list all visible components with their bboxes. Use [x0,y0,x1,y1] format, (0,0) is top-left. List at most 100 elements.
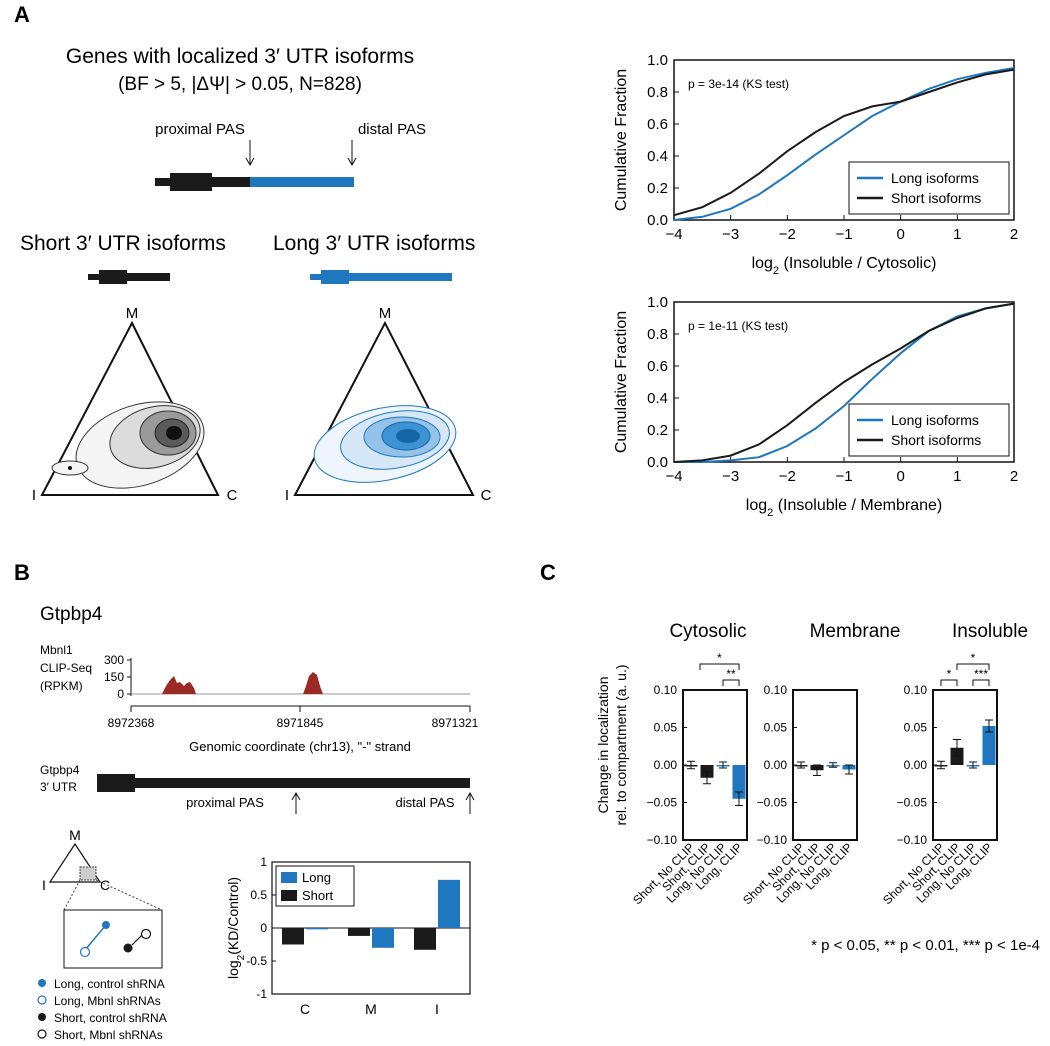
legend-label-long-mbnl: Long, Mbnl shRNAs [54,994,161,1008]
panel-b-legend: Long, control shRNA Long, Mbnl shRNAs Sh… [37,977,167,1042]
cdf-cyto-ytick-label-2: 0.4 [647,148,668,165]
c-ytick-label-membrane-1: 0.05 [764,721,788,735]
kd-ylabel: log2(KD/Control) [225,877,247,979]
coord-tick-label-1: 8972368 [108,716,155,730]
legend-label-short-mbnl: Short, Mbnl shRNAs [54,1028,163,1042]
panel-a-letter: A [14,2,30,27]
panel-c-ylabel-1: Change in localization [595,677,611,814]
cdf-cyto-xtick-label-3: −1 [835,226,852,243]
c-bar-insoluble-3 [982,726,996,765]
c-sig-cyto-2-label: ** [726,667,736,681]
legend-label-short-control: Short, control shRNA [54,1011,167,1025]
c-title-membrane: Membrane [810,621,901,642]
proximal-pas-label: proximal PAS [155,121,245,138]
legend-marker-short-mbnl [37,1029,47,1039]
kd-ytick-label-0: 1 [260,855,267,869]
cdf-memb-annotation: p = 1e-11 (KS test) [688,319,788,333]
cdf-cyto-legend-box [848,161,1010,215]
cdf-cyto-ytick-label-0: 0.0 [647,212,668,229]
clip-label-2: CLIP-Seq [40,661,92,675]
cdf-memb-xtick-label-3: −1 [835,468,852,485]
cdf-memb-xtick-label-0: −4 [665,468,682,485]
c-sig-cyto-1-label: * [717,651,722,665]
cdf-memb-line-long-isoforms [674,302,1015,463]
cdf-plot-cytosolic: 0.0 0.2 0.4 0.6 0.8 1.0 −4 −3 −2 −1 0 1 2 p = 3e-14 (… [613,52,1018,277]
ternary-plot-long [293,320,475,496]
kd-legend-swatch-long [281,872,297,883]
cdf-memb-xtick-label-6: 2 [1010,468,1018,485]
c-ytick-label-cytosolic-2: 0.00 [654,758,678,772]
distal-pas-arrowhead [347,157,357,167]
short-isoform-model [88,270,170,284]
utr-distal-arrowhead [465,791,475,801]
c-bar-cytosolic-3 [732,765,746,799]
legend-marker-long-mbnl [37,995,47,1005]
cdf-memb-legend-label-1: Short isoforms [891,432,981,448]
kd-bar-long-I [438,879,460,928]
cdf-memb-xlabel: log2 (Insoluble / Membrane) [746,497,942,519]
coord-tick-label-2: 8971845 [277,716,324,730]
c-ytick-label-insoluble-3: −0.05 [897,796,928,810]
kd-bar-chart: 1 0.5 0 -0.5 -1 C M I Long Short log2(KD/Control) [225,855,471,1017]
cdf-memb-line-short-isoforms [673,302,1015,463]
cdf-memb-ytick-label-2: 0.4 [647,390,668,407]
short-isoforms-label: Short 3′ UTR isoforms [20,232,226,255]
cdf-memb-ytick-label-0: 0.0 [647,454,668,471]
cdf-cyto-ytick-label-4: 0.8 [647,84,668,101]
c-ytick-label-cytosolic-4: −0.10 [647,833,678,847]
clip-peak-2 [303,672,323,694]
c-sig-insol-2 [956,663,990,670]
c-sig-insol-1 [940,679,958,686]
clip-peak-1 [162,676,196,694]
c-title-cytosolic: Cytosolic [669,621,746,642]
ternary-plot-short [40,320,220,496]
cdf-cyto-line-long-isoforms [673,67,1015,221]
cdf-memb-xtick-label-2: −2 [779,468,796,485]
c-ytick-label-membrane-0: 0.10 [764,683,788,697]
panel-c-ylabel-2: rel. to compartment (a. u.) [613,664,629,825]
ternary-long-c-label: C [481,487,492,504]
cdf-cyto-line-short-isoforms [673,68,1015,217]
kd-legend-label-long: Long [302,870,331,885]
c-ytick-label-insoluble-1: 0.05 [904,721,928,735]
utr-proximal-label: proximal PAS [186,795,264,810]
c-ytick-label-membrane-3: −0.05 [757,796,788,810]
kd-bar-short-M [348,928,370,936]
clip-label-3: (RPKM) [40,679,83,693]
cdf-cyto-xlabel: log2 (Insoluble / Cytosolic) [752,255,937,277]
cdf-cyto-xtick-label-1: −3 [722,226,739,243]
cdf-cyto-ytick-label-1: 0.2 [647,180,668,197]
utr-proximal-arrowhead [291,791,301,801]
c-sig-cyto-2 [722,679,740,686]
kd-ytick-label-3: -0.5 [246,954,267,968]
mini-ternary [48,842,163,911]
clip-label-1: Mbnl1 [40,643,73,657]
coord-tick-label-3: 8971321 [432,716,479,730]
distal-pas-label: distal PAS [358,121,426,138]
gene-model [155,173,354,191]
long-isoforms-label: Long 3′ UTR isoforms [273,232,475,255]
kd-legend-swatch-short [281,890,297,901]
cdf-memb-ytick-label-5: 1.0 [647,294,668,311]
c-sig-insol-3-label: *** [974,667,988,681]
kd-bar-short-C [282,928,304,945]
cdf-cyto-xtick-label-4: 0 [896,226,904,243]
c-sig-insol-3 [972,679,990,686]
ternary-short-i-label: I [32,487,36,504]
legend-marker-long-control [38,979,46,987]
ternary-short-m-label: M [126,305,139,322]
kd-ytick-label-1: 0.5 [250,888,267,902]
utr-label-2: 3′ UTR [40,780,77,794]
clip-ytick-label-150: 150 [104,670,124,684]
c-sig-insol-2-label: * [971,651,976,665]
mini-m-label: M [69,827,81,843]
clip-ytick-label-300: 300 [104,653,124,667]
kd-ytick-label-2: 0 [260,921,267,935]
kd-xtick-label-C: C [300,1001,310,1017]
cdf-memb-ytick-label-1: 0.2 [647,422,668,439]
long-isoform-model [310,270,452,284]
cdf-cyto-annotation: p = 3e-14 (KS test) [688,77,789,91]
significance-footnote: * p < 0.05, ** p < 0.01, *** p < 1e-4 [811,937,1040,954]
